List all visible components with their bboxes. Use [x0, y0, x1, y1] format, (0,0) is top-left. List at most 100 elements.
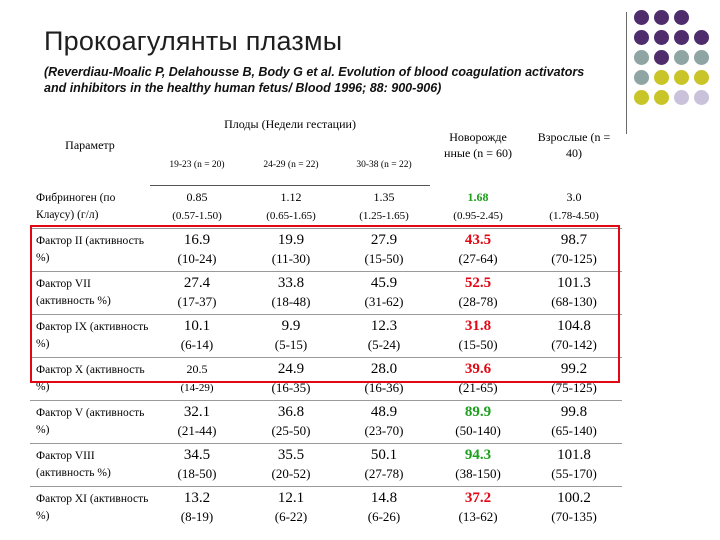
data-cell: 98.7 (70-125) [526, 228, 623, 272]
cell-range: (20-52) [271, 466, 311, 482]
data-cell: 50.1 (27-78) [338, 443, 431, 487]
decorative-dot [634, 50, 649, 65]
data-cell: 35.5 (20-52) [244, 443, 338, 487]
data-cell: 48.9 (23-70) [338, 400, 431, 444]
decorative-dot [674, 10, 689, 25]
cell-range: (0.57-1.50) [172, 210, 222, 223]
decorative-dot [674, 90, 689, 105]
cell-range: (6-22) [274, 509, 308, 525]
table-row: Фактор V (активность %) 32.1 (21-44) 36.8 (2… [30, 400, 623, 444]
decorative-dot [654, 90, 669, 105]
data-cell: 3.0 (1.78-4.50) [526, 185, 623, 229]
cell-range: (1.25-1.65) [359, 210, 409, 223]
cell-range: (14-29) [180, 382, 214, 395]
cell-range: (13-62) [458, 509, 498, 525]
cell-range: (17-37) [177, 294, 217, 310]
cell-range: (8-19) [180, 509, 214, 525]
cell-value: 43.5 [464, 232, 492, 249]
row-label: Фактор VIII (активность %) [30, 443, 150, 487]
cell-value: 50.1 [370, 447, 398, 464]
cell-value: 28.0 [370, 361, 398, 378]
cell-range: (5-24) [367, 337, 401, 353]
data-cell: 1.35 (1.25-1.65) [338, 185, 431, 229]
cell-range: (28-78) [458, 294, 498, 310]
data-cell: 45.9 (31-62) [338, 271, 431, 315]
decorative-dot [654, 50, 669, 65]
cell-value: 13.2 [183, 490, 211, 507]
cell-value: 1.68 [467, 190, 489, 205]
data-cell: 27.4 (17-37) [150, 271, 244, 315]
data-cell: 36.8 (25-50) [244, 400, 338, 444]
decorative-dot [634, 70, 649, 85]
cell-range: (27-78) [364, 466, 404, 482]
data-cell: 89.9 (50-140) [430, 400, 527, 444]
decorative-dot [654, 30, 669, 45]
data-cell: 10.1 (6-14) [150, 314, 244, 358]
cell-value: 36.8 [277, 404, 305, 421]
data-cell: 14.8 (6-26) [338, 486, 430, 529]
data-cell: 16.9 (10-24) [150, 228, 244, 272]
cell-range: (10-24) [177, 251, 217, 267]
data-cell: 34.5 (18-50) [150, 443, 244, 487]
cell-range: (21-44) [177, 423, 217, 439]
table-row: Фибриноген (по Клаусу) (г/л) 0.85 (0.57-1.… [30, 185, 623, 229]
cell-range: (15-50) [458, 337, 498, 353]
cell-value: 24.9 [277, 361, 305, 378]
cell-range: (38-150) [455, 466, 501, 482]
cell-value: 1.12 [280, 190, 302, 205]
cell-range: (68-130) [551, 294, 597, 310]
row-label: Фактор XI (активность %) [36, 492, 149, 522]
cell-value: 20.5 [186, 362, 208, 377]
cell-range: (25-50) [271, 423, 311, 439]
data-cell: 104.8 (70-142) [526, 314, 623, 358]
cell-value: 31.8 [464, 318, 492, 335]
table-row: Фактор VII (активность %) 27.4 (17-37) 33.8… [30, 271, 623, 315]
data-cell: 1.68 (0.95-2.45) [430, 185, 527, 229]
cell-value: 34.5 [183, 447, 211, 464]
data-cell: 12.3 (5-24) [338, 314, 431, 358]
table-row: Фактор XI (активность %) 13.2 (8-19) 12.1 (6… [30, 486, 622, 529]
cell-value: 98.7 [560, 232, 588, 249]
cell-value: 89.9 [464, 404, 492, 421]
cell-range: (11-30) [271, 251, 311, 267]
cell-value: 99.2 [560, 361, 588, 378]
cell-range: (65-140) [551, 423, 597, 439]
header-fetus-col: 19-23 (n = 20) [150, 144, 244, 186]
header-param: Параметр [65, 137, 115, 152]
decorative-divider [626, 12, 627, 134]
data-cell: 37.2 (13-62) [430, 486, 526, 529]
cell-value: 16.9 [183, 232, 211, 249]
cell-value: 12.1 [277, 490, 305, 507]
decorative-dot [674, 70, 689, 85]
cell-value: 37.2 [464, 490, 492, 507]
cell-value: 101.8 [557, 447, 591, 464]
cell-value: 12.3 [370, 318, 398, 335]
data-cell: 52.5 (28-78) [430, 271, 527, 315]
procoagulants-table: Параметр Плоды (Недели гестации) Новорож… [30, 104, 623, 529]
citation-subtitle: (Reverdiau-Moalic P, Delahousse B, Body … [44, 65, 585, 95]
header-fetus-col: 30-38 (n = 22) [338, 144, 431, 186]
data-cell: 99.8 (65-140) [526, 400, 623, 444]
decorative-dot [634, 30, 649, 45]
cell-range: (0.65-1.65) [266, 210, 316, 223]
data-cell: 24.9 (16-35) [244, 357, 338, 401]
data-cell: 20.5 (14-29) [150, 357, 244, 401]
cell-value: 100.2 [557, 490, 591, 507]
cell-range: (18-50) [177, 466, 217, 482]
table-row: Фактор X (активность %) 20.5 (14-29) 24.9 (1… [30, 357, 623, 401]
cell-value: 27.4 [183, 275, 211, 292]
cell-range: (16-35) [271, 380, 311, 396]
data-cell: 28.0 (16-36) [338, 357, 431, 401]
cell-value: 0.85 [186, 190, 208, 205]
decorative-dot [654, 70, 669, 85]
decorative-dot-grid [634, 10, 720, 112]
cell-value: 35.5 [277, 447, 305, 464]
row-label: Фактор X (активность %) [30, 357, 150, 401]
cell-value: 9.9 [281, 318, 301, 335]
cell-range: (0.95-2.45) [453, 210, 503, 223]
row-label: Фактор VII (активность %) [30, 271, 150, 315]
decorative-dot [694, 50, 709, 65]
decorative-dot [694, 70, 709, 85]
data-cell: 100.2 (70-135) [526, 486, 622, 529]
row-label: Фактор IX (активность %) [30, 314, 150, 358]
